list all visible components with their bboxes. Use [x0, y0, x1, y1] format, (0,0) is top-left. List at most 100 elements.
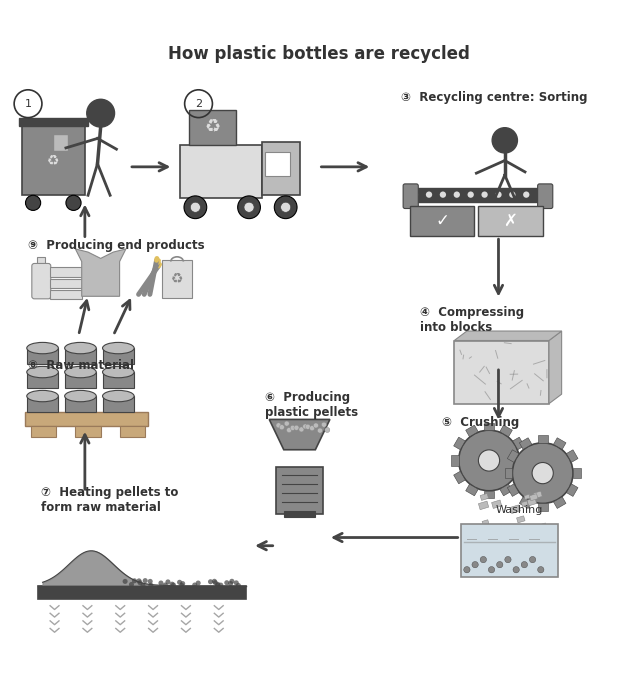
Circle shape: [215, 583, 220, 588]
Circle shape: [218, 582, 223, 588]
Polygon shape: [454, 471, 465, 484]
FancyBboxPatch shape: [162, 259, 192, 298]
Text: Washing: Washing: [495, 505, 543, 515]
Circle shape: [184, 196, 207, 219]
Circle shape: [468, 191, 474, 197]
Text: ③  Recycling centre: Sorting: ③ Recycling centre: Sorting: [401, 91, 587, 104]
FancyBboxPatch shape: [403, 184, 419, 208]
Polygon shape: [566, 484, 578, 496]
Polygon shape: [484, 491, 494, 498]
Polygon shape: [492, 500, 502, 509]
Text: ✓: ✓: [435, 212, 449, 229]
Polygon shape: [527, 498, 536, 506]
FancyBboxPatch shape: [27, 348, 58, 364]
Circle shape: [488, 567, 495, 573]
Circle shape: [464, 567, 470, 573]
Circle shape: [521, 562, 527, 568]
Circle shape: [190, 202, 200, 212]
Text: ♻: ♻: [47, 153, 60, 168]
FancyBboxPatch shape: [454, 340, 549, 404]
Ellipse shape: [102, 390, 134, 402]
Polygon shape: [538, 503, 548, 511]
Circle shape: [324, 428, 330, 432]
Circle shape: [66, 195, 81, 210]
Circle shape: [317, 428, 323, 433]
Circle shape: [228, 581, 233, 586]
Circle shape: [215, 582, 220, 587]
Polygon shape: [500, 484, 513, 496]
Circle shape: [237, 196, 260, 219]
Circle shape: [140, 583, 145, 588]
Circle shape: [132, 578, 137, 584]
FancyBboxPatch shape: [410, 206, 474, 236]
FancyBboxPatch shape: [38, 586, 246, 599]
Circle shape: [170, 582, 175, 587]
Polygon shape: [554, 497, 566, 509]
Text: ⑧  Raw material: ⑧ Raw material: [28, 359, 134, 372]
FancyBboxPatch shape: [276, 466, 323, 514]
Circle shape: [532, 462, 554, 484]
Circle shape: [244, 202, 254, 212]
Polygon shape: [269, 419, 330, 449]
Ellipse shape: [102, 366, 134, 378]
FancyBboxPatch shape: [461, 524, 559, 577]
Polygon shape: [482, 520, 489, 526]
Polygon shape: [554, 438, 566, 449]
FancyBboxPatch shape: [284, 511, 316, 518]
Circle shape: [275, 196, 297, 219]
Polygon shape: [479, 501, 489, 509]
Circle shape: [454, 191, 460, 197]
Circle shape: [472, 562, 478, 568]
Circle shape: [523, 191, 529, 197]
Circle shape: [459, 430, 519, 491]
Text: ④  Compressing
into blocks: ④ Compressing into blocks: [420, 306, 524, 334]
Circle shape: [138, 580, 143, 585]
Circle shape: [492, 128, 517, 153]
Polygon shape: [566, 449, 578, 462]
FancyBboxPatch shape: [102, 396, 134, 412]
Circle shape: [279, 425, 284, 430]
FancyBboxPatch shape: [19, 118, 88, 126]
Circle shape: [440, 191, 446, 197]
Text: ⑨  Producing end products: ⑨ Producing end products: [28, 239, 205, 252]
Polygon shape: [505, 468, 513, 478]
Circle shape: [294, 425, 299, 430]
FancyBboxPatch shape: [189, 110, 236, 145]
Circle shape: [123, 579, 127, 584]
Polygon shape: [500, 425, 513, 437]
Polygon shape: [484, 423, 494, 430]
FancyBboxPatch shape: [65, 396, 96, 412]
Text: ♻: ♻: [204, 118, 221, 137]
Polygon shape: [529, 494, 538, 501]
Circle shape: [143, 578, 148, 583]
FancyBboxPatch shape: [538, 184, 553, 208]
Circle shape: [412, 191, 419, 197]
Circle shape: [229, 579, 234, 584]
Ellipse shape: [65, 366, 96, 378]
Circle shape: [177, 580, 182, 585]
Polygon shape: [510, 505, 520, 513]
Polygon shape: [454, 331, 562, 340]
Circle shape: [529, 556, 536, 563]
Ellipse shape: [27, 366, 58, 378]
Circle shape: [165, 580, 170, 584]
Polygon shape: [513, 471, 524, 484]
Circle shape: [234, 580, 239, 586]
Circle shape: [148, 579, 153, 584]
FancyBboxPatch shape: [27, 396, 58, 412]
FancyBboxPatch shape: [102, 348, 134, 364]
Circle shape: [87, 99, 115, 127]
Text: 1: 1: [24, 99, 31, 109]
Circle shape: [509, 191, 516, 197]
Text: ⑥  Producing
plastic pellets: ⑥ Producing plastic pellets: [265, 391, 358, 419]
FancyBboxPatch shape: [25, 412, 148, 426]
FancyBboxPatch shape: [478, 206, 543, 236]
Polygon shape: [540, 523, 547, 529]
Circle shape: [163, 582, 168, 588]
FancyBboxPatch shape: [410, 188, 543, 202]
Polygon shape: [533, 491, 542, 498]
Text: How plastic bottles are recycled: How plastic bottles are recycled: [168, 45, 470, 63]
FancyBboxPatch shape: [120, 426, 145, 437]
Polygon shape: [516, 516, 525, 523]
Polygon shape: [524, 494, 531, 499]
